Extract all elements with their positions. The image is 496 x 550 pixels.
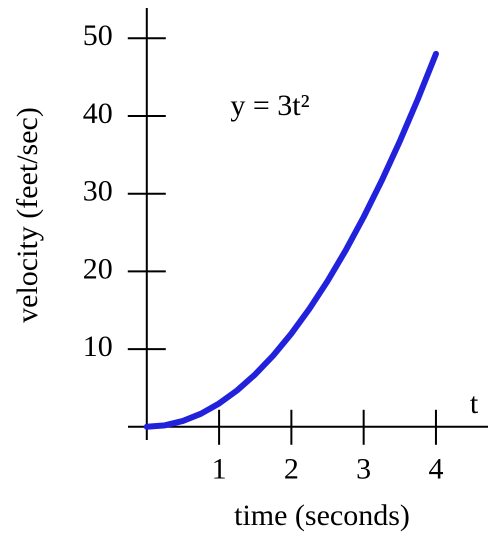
y-tick-label: 50 [83,19,113,52]
x-tick-label: 4 [428,453,443,486]
x-axis-label: time (seconds) [234,499,410,532]
x-axis-name: t [470,387,479,420]
x-tick-label: 1 [212,453,227,486]
y-axis-label: velocity (feet/sec) [11,107,44,323]
y-tick-label: 40 [83,97,113,130]
y-tick-label: 30 [83,175,113,208]
curve [143,50,439,430]
x-tick-label: 2 [284,453,299,486]
x-tick-label: 3 [356,453,371,486]
y-tick-label: 10 [83,330,113,363]
annotation: y = 3t² [230,89,309,122]
y-tick-label: 20 [83,252,113,285]
